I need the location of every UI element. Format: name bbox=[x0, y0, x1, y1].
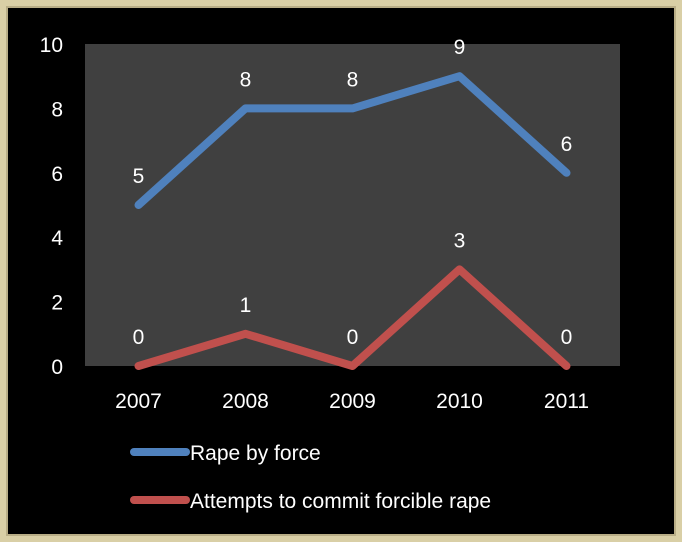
data-label: 5 bbox=[133, 165, 145, 188]
data-labels: 5 8 8 9 6 0 1 0 3 0 bbox=[133, 36, 573, 349]
y-tick-label: 6 bbox=[51, 163, 63, 186]
data-label: 9 bbox=[454, 36, 466, 59]
x-tick-label: 2008 bbox=[222, 390, 269, 413]
data-label: 0 bbox=[561, 326, 573, 349]
y-tick-label: 0 bbox=[51, 356, 63, 379]
x-tick-label: 2011 bbox=[544, 390, 589, 413]
y-tick-label: 4 bbox=[51, 227, 63, 250]
data-label: 1 bbox=[240, 294, 252, 317]
data-label: 0 bbox=[133, 326, 145, 349]
y-tick-label: 10 bbox=[40, 34, 63, 57]
legend-label: Rape by force bbox=[190, 442, 321, 465]
legend: Rape by force Attempts to commit forcible… bbox=[130, 442, 491, 513]
data-label: 8 bbox=[347, 68, 359, 91]
data-label: 0 bbox=[347, 326, 359, 349]
x-tick-label: 2009 bbox=[329, 390, 376, 413]
y-tick-label: 2 bbox=[51, 292, 63, 315]
x-axis-ticks: 2007 2008 2009 2010 2011 bbox=[115, 390, 589, 413]
series-lines bbox=[134, 72, 571, 370]
series-line-1 bbox=[134, 72, 571, 209]
data-label: 8 bbox=[240, 68, 252, 91]
series-line-2 bbox=[134, 265, 571, 370]
x-tick-label: 2007 bbox=[115, 390, 162, 413]
data-label: 6 bbox=[561, 133, 573, 156]
y-axis-ticks: 0 2 4 6 8 10 bbox=[40, 34, 64, 379]
data-label: 3 bbox=[454, 229, 466, 252]
plot-area bbox=[85, 44, 620, 366]
x-tick-label: 2010 bbox=[436, 390, 483, 413]
legend-label: Attempts to commit forcible rape bbox=[190, 490, 491, 513]
y-tick-label: 8 bbox=[51, 98, 63, 121]
